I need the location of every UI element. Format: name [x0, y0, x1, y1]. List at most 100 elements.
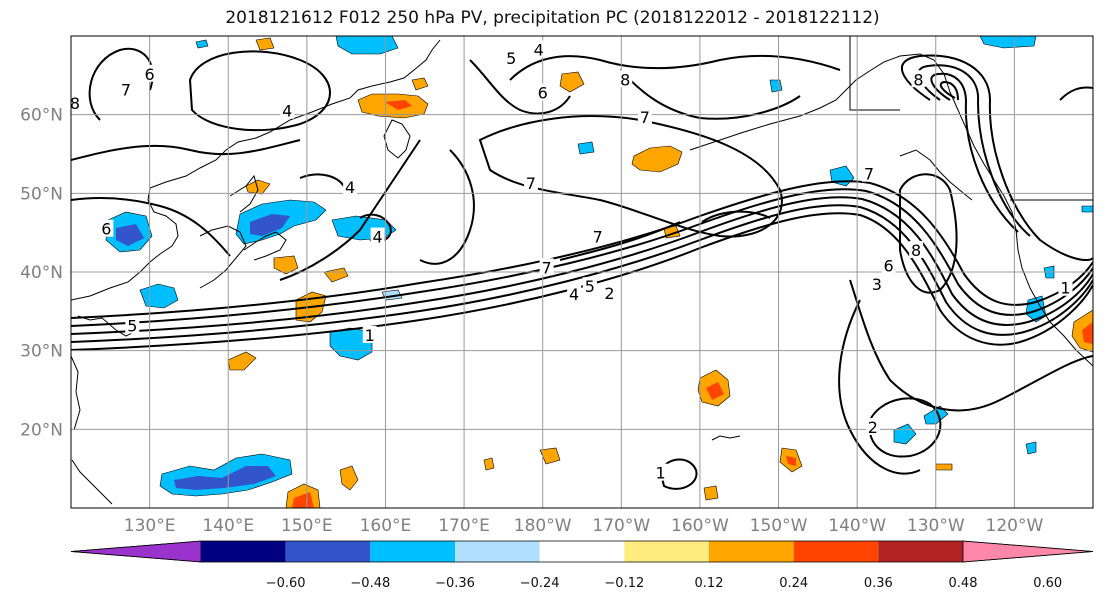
- contour-label-background: [280, 101, 295, 119]
- positive-anomaly-region: [255, 37, 275, 51]
- colorbar-tick-label: −0.60: [266, 576, 306, 591]
- contour-label-background: [909, 240, 924, 258]
- longitude-label: 150°W: [750, 516, 808, 536]
- precipitation-anomaly-shading: [105, 36, 1093, 508]
- contour-label-background: [1058, 278, 1073, 296]
- latitude-label: 60°N: [20, 106, 63, 126]
- negative-anomaly-region: [1081, 205, 1093, 213]
- contour-label: 2: [604, 284, 614, 303]
- contour-label: 1: [1060, 279, 1070, 298]
- colorbar-swatch: [624, 541, 709, 562]
- positive-anomaly-region: [703, 485, 719, 501]
- longitude-label: 170°E: [438, 516, 490, 536]
- colorbar-tick-label: −0.36: [435, 576, 475, 591]
- colorbar-swatch: [793, 541, 879, 562]
- colorbar-tick-label: −0.48: [350, 576, 390, 591]
- coastlines: [71, 36, 1093, 505]
- latitude-label: 20°N: [20, 420, 63, 440]
- contour-label-background: [362, 325, 377, 343]
- colorbar-swatch: [201, 541, 286, 562]
- longitude-label: 140°E: [202, 516, 254, 536]
- contour-label: 5: [585, 277, 595, 296]
- contour-label: 7: [593, 228, 603, 247]
- negative-anomaly-region: [335, 36, 399, 55]
- contour-label: 7: [542, 258, 552, 277]
- positive-anomaly-region: [631, 145, 683, 173]
- contour-label: 4: [534, 40, 544, 59]
- contour-label-background: [142, 64, 157, 82]
- contour-label: 8: [911, 241, 921, 260]
- colorbar-swatch: [878, 541, 963, 562]
- colorbar: [70, 540, 1094, 563]
- positive-anomaly-region: [411, 77, 429, 91]
- contour-label: 6: [538, 84, 548, 103]
- positive-anomaly-region: [339, 465, 359, 491]
- colorbar-tick-label: 0.24: [779, 576, 808, 591]
- colorbar-tick-label: 0.60: [1033, 576, 1062, 591]
- contour-label-background: [370, 227, 385, 245]
- colorbar-swatch: [285, 541, 371, 562]
- latitude-label: 50°N: [20, 184, 63, 204]
- positive-anomaly-region: [559, 71, 585, 93]
- longitude-labels: 130°E 140°E 150°E 160°E 170°E 180°W 170°W 160°W…: [124, 516, 1044, 536]
- colorbar-tick-label: 0.48: [949, 576, 978, 591]
- contour-label-background: [582, 277, 597, 295]
- colorbar-swatch: [709, 541, 794, 562]
- map-frame: [70, 35, 1094, 509]
- contour-label: 4: [373, 228, 383, 247]
- contour-label: 7: [864, 165, 874, 184]
- contour-label-background: [99, 219, 114, 237]
- positive-anomaly-region: [539, 447, 561, 465]
- contour-label: 2: [868, 418, 878, 437]
- contour-label: 8: [70, 94, 80, 113]
- contour-label-background: [343, 178, 358, 196]
- contour-label: 8: [913, 70, 923, 89]
- contour-label: 6: [884, 257, 894, 276]
- contour-label-background: [618, 70, 633, 88]
- colorbar-tick-label: 0.36: [864, 576, 893, 591]
- contour-label-background: [653, 463, 668, 481]
- colorbar-swatch: [455, 541, 540, 562]
- positive-anomaly-region: [935, 463, 953, 471]
- longitude-label: 160°E: [360, 516, 412, 536]
- pv-contours: [71, 47, 1093, 490]
- contour-label-background: [119, 80, 134, 98]
- contour-label: 3: [872, 275, 882, 294]
- positive-anomaly-region: [273, 255, 299, 275]
- contour-label: 6: [145, 65, 155, 84]
- longitude-label: 160°W: [671, 516, 729, 536]
- contour-label-background: [567, 285, 582, 303]
- contour-label-background: [861, 164, 876, 182]
- contour-label-background: [535, 83, 550, 101]
- colorbar-ticks: −0.60 −0.48 −0.36 −0.24 −0.12 0.12 0.24 0.36 0.4…: [266, 576, 1062, 591]
- contour-label: 5: [506, 49, 516, 68]
- latitude-labels: 20°N 30°N 40°N 50°N 60°N: [20, 106, 63, 441]
- contour-label: 1: [365, 326, 375, 345]
- contour-label-background: [523, 174, 538, 192]
- colorbar-outline: [70, 540, 1094, 563]
- longitude-label: 140°W: [828, 516, 886, 536]
- negative-anomaly-region: [769, 79, 783, 93]
- colorbar-swatch: [370, 541, 455, 562]
- colorbar-tick-label: 0.12: [695, 576, 724, 591]
- colorbar-tick-label: −0.24: [520, 576, 560, 591]
- contour-label-background: [869, 274, 884, 292]
- contour-label-background: [539, 258, 554, 276]
- contour-label: 5: [127, 316, 137, 335]
- colorbar-tick-label: −0.12: [604, 576, 644, 591]
- contour-label: 6: [101, 220, 111, 239]
- longitude-label: 130°E: [124, 516, 176, 536]
- contour-label-background: [881, 256, 896, 274]
- colorbar-swatch: [539, 541, 625, 562]
- contour-label-background: [911, 70, 926, 88]
- latitude-label: 40°N: [20, 263, 63, 283]
- contour-label-background: [125, 316, 140, 334]
- colorbar-extend-low: [70, 540, 202, 563]
- contour-label: 7: [121, 80, 131, 99]
- negative-anomaly-region: [195, 39, 209, 49]
- negative-anomaly-region: [979, 36, 1037, 49]
- positive-anomaly-region: [227, 351, 257, 371]
- longitude-label: 170°W: [592, 516, 650, 536]
- contour-label: 7: [640, 108, 650, 127]
- colorbar-extend-high: [962, 540, 1094, 563]
